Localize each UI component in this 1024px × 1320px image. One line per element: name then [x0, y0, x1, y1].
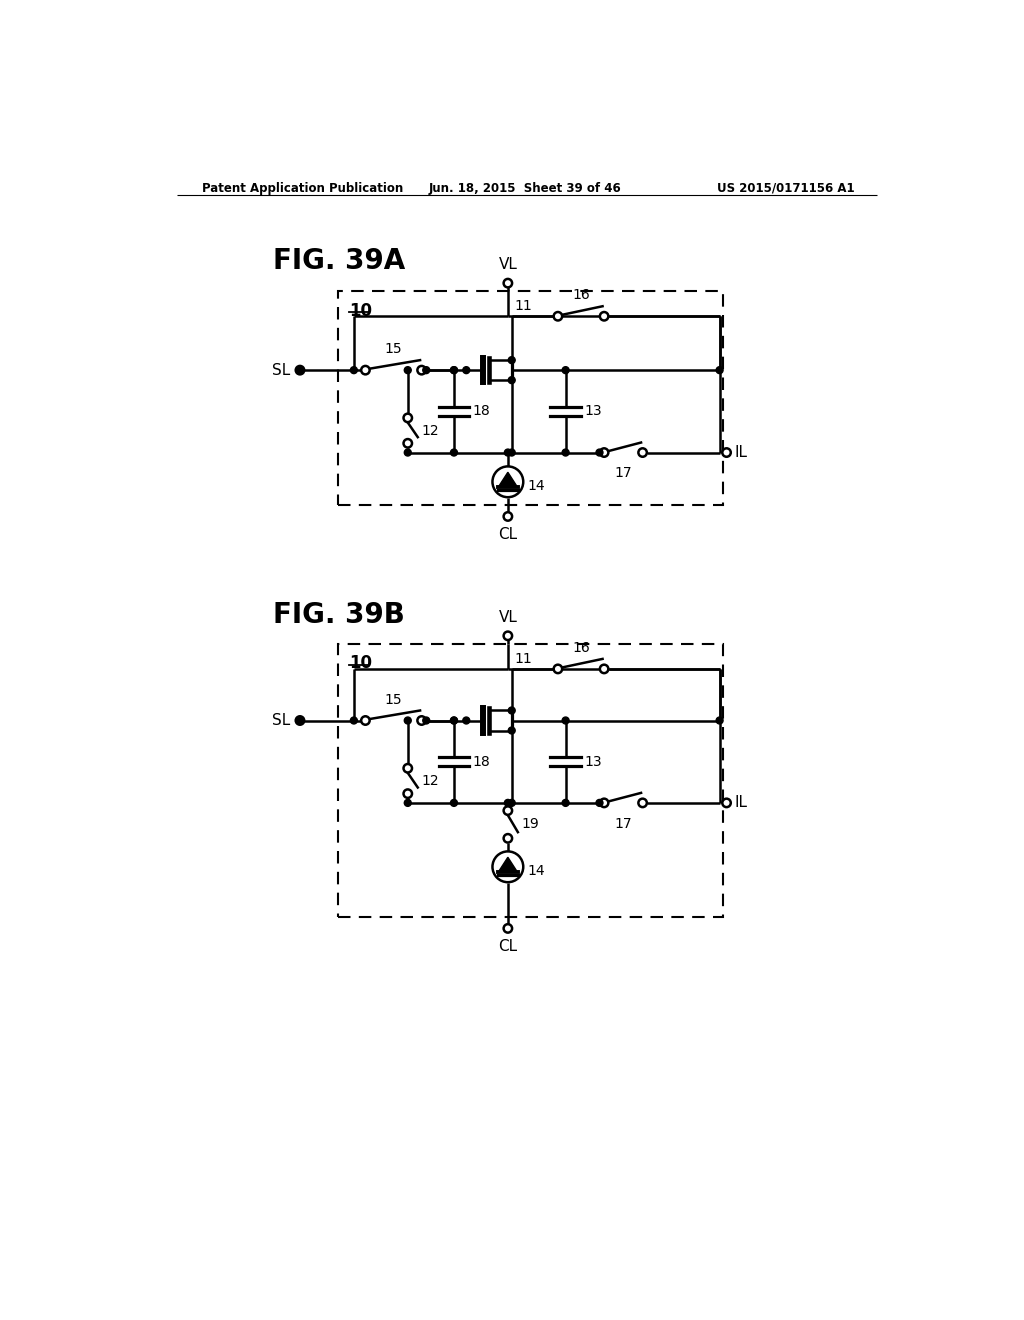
Circle shape	[451, 367, 458, 374]
Text: 18: 18	[472, 404, 490, 418]
Text: 18: 18	[472, 755, 490, 768]
Circle shape	[493, 466, 523, 498]
Circle shape	[504, 279, 512, 288]
Circle shape	[296, 717, 304, 725]
Text: Jun. 18, 2015  Sheet 39 of 46: Jun. 18, 2015 Sheet 39 of 46	[428, 182, 622, 194]
Text: 16: 16	[572, 288, 590, 302]
Circle shape	[451, 717, 458, 723]
Text: Patent Application Publication: Patent Application Publication	[202, 182, 403, 194]
Text: 13: 13	[584, 755, 602, 768]
Circle shape	[504, 834, 512, 842]
Text: 13: 13	[584, 404, 602, 418]
Text: 14: 14	[528, 479, 546, 492]
Circle shape	[418, 366, 426, 375]
Circle shape	[403, 413, 412, 422]
Circle shape	[508, 727, 515, 734]
Text: 12: 12	[422, 774, 439, 788]
Text: FIG. 39B: FIG. 39B	[273, 601, 404, 630]
Circle shape	[505, 800, 511, 807]
Circle shape	[596, 800, 603, 807]
Circle shape	[504, 924, 512, 933]
Circle shape	[562, 717, 569, 723]
Circle shape	[508, 800, 515, 807]
Circle shape	[600, 449, 608, 457]
Circle shape	[722, 449, 731, 457]
Circle shape	[562, 449, 569, 455]
Text: 14: 14	[528, 863, 546, 878]
Circle shape	[716, 367, 723, 374]
Text: 10: 10	[349, 655, 373, 672]
Text: IL: IL	[734, 796, 748, 810]
Text: 19: 19	[521, 817, 540, 832]
Circle shape	[404, 717, 412, 723]
Circle shape	[508, 449, 515, 455]
Text: 12: 12	[422, 424, 439, 438]
Text: 16: 16	[572, 642, 590, 655]
Text: SL: SL	[272, 363, 291, 378]
Circle shape	[297, 367, 303, 374]
Text: CL: CL	[499, 527, 517, 543]
Circle shape	[296, 366, 304, 375]
Circle shape	[451, 367, 458, 374]
Text: 11: 11	[515, 652, 532, 665]
Circle shape	[350, 717, 357, 723]
Circle shape	[463, 367, 470, 374]
Circle shape	[508, 708, 515, 714]
Circle shape	[508, 376, 515, 384]
Circle shape	[638, 799, 647, 807]
Circle shape	[722, 799, 731, 807]
Circle shape	[403, 789, 412, 797]
Circle shape	[350, 367, 357, 374]
Circle shape	[451, 800, 458, 807]
Circle shape	[361, 366, 370, 375]
Circle shape	[451, 449, 458, 455]
Circle shape	[505, 449, 511, 455]
Circle shape	[423, 367, 430, 374]
Circle shape	[423, 717, 430, 723]
Circle shape	[404, 800, 412, 807]
Circle shape	[297, 717, 303, 723]
Circle shape	[638, 449, 647, 457]
Bar	[339, 644, 724, 917]
Circle shape	[596, 449, 603, 455]
Bar	[339, 290, 724, 506]
Text: SL: SL	[272, 713, 291, 729]
Circle shape	[404, 367, 412, 374]
Circle shape	[504, 512, 512, 520]
Text: 10: 10	[349, 302, 373, 319]
Polygon shape	[499, 473, 517, 487]
Circle shape	[404, 449, 412, 455]
Text: 11: 11	[515, 300, 532, 313]
Circle shape	[716, 717, 723, 723]
Text: FIG. 39A: FIG. 39A	[273, 247, 406, 275]
Circle shape	[600, 312, 608, 321]
Circle shape	[361, 717, 370, 725]
Text: 15: 15	[385, 693, 402, 706]
Polygon shape	[499, 857, 517, 871]
Circle shape	[554, 312, 562, 321]
Text: VL: VL	[499, 610, 517, 626]
Circle shape	[403, 440, 412, 447]
Circle shape	[562, 800, 569, 807]
Text: CL: CL	[499, 940, 517, 954]
Circle shape	[600, 665, 608, 673]
Circle shape	[562, 367, 569, 374]
Text: US 2015/0171156 A1: US 2015/0171156 A1	[717, 182, 854, 194]
Circle shape	[418, 717, 426, 725]
Text: 15: 15	[385, 342, 402, 356]
Circle shape	[504, 631, 512, 640]
Circle shape	[554, 665, 562, 673]
Circle shape	[504, 807, 512, 814]
Text: VL: VL	[499, 257, 517, 272]
Text: 17: 17	[614, 466, 632, 480]
Circle shape	[451, 717, 458, 723]
Circle shape	[493, 851, 523, 882]
Circle shape	[403, 764, 412, 772]
Text: 17: 17	[614, 817, 632, 830]
Circle shape	[508, 356, 515, 363]
Circle shape	[463, 717, 470, 723]
Text: IL: IL	[734, 445, 748, 461]
Circle shape	[600, 799, 608, 807]
